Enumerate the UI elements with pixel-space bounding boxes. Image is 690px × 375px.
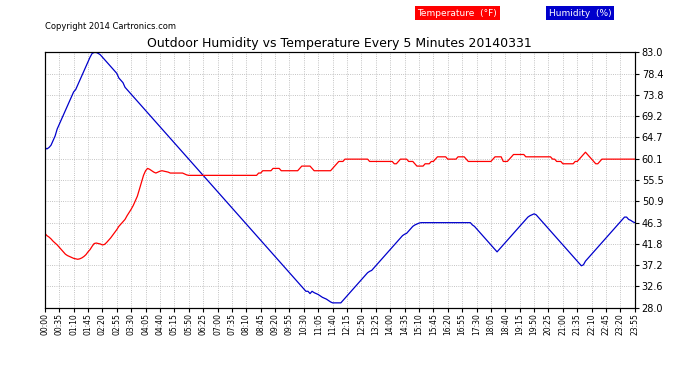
Title: Outdoor Humidity vs Temperature Every 5 Minutes 20140331: Outdoor Humidity vs Temperature Every 5 … xyxy=(148,37,532,50)
Text: Temperature  (°F): Temperature (°F) xyxy=(417,9,497,18)
Text: Humidity  (%): Humidity (%) xyxy=(549,9,611,18)
Text: Copyright 2014 Cartronics.com: Copyright 2014 Cartronics.com xyxy=(45,22,176,31)
